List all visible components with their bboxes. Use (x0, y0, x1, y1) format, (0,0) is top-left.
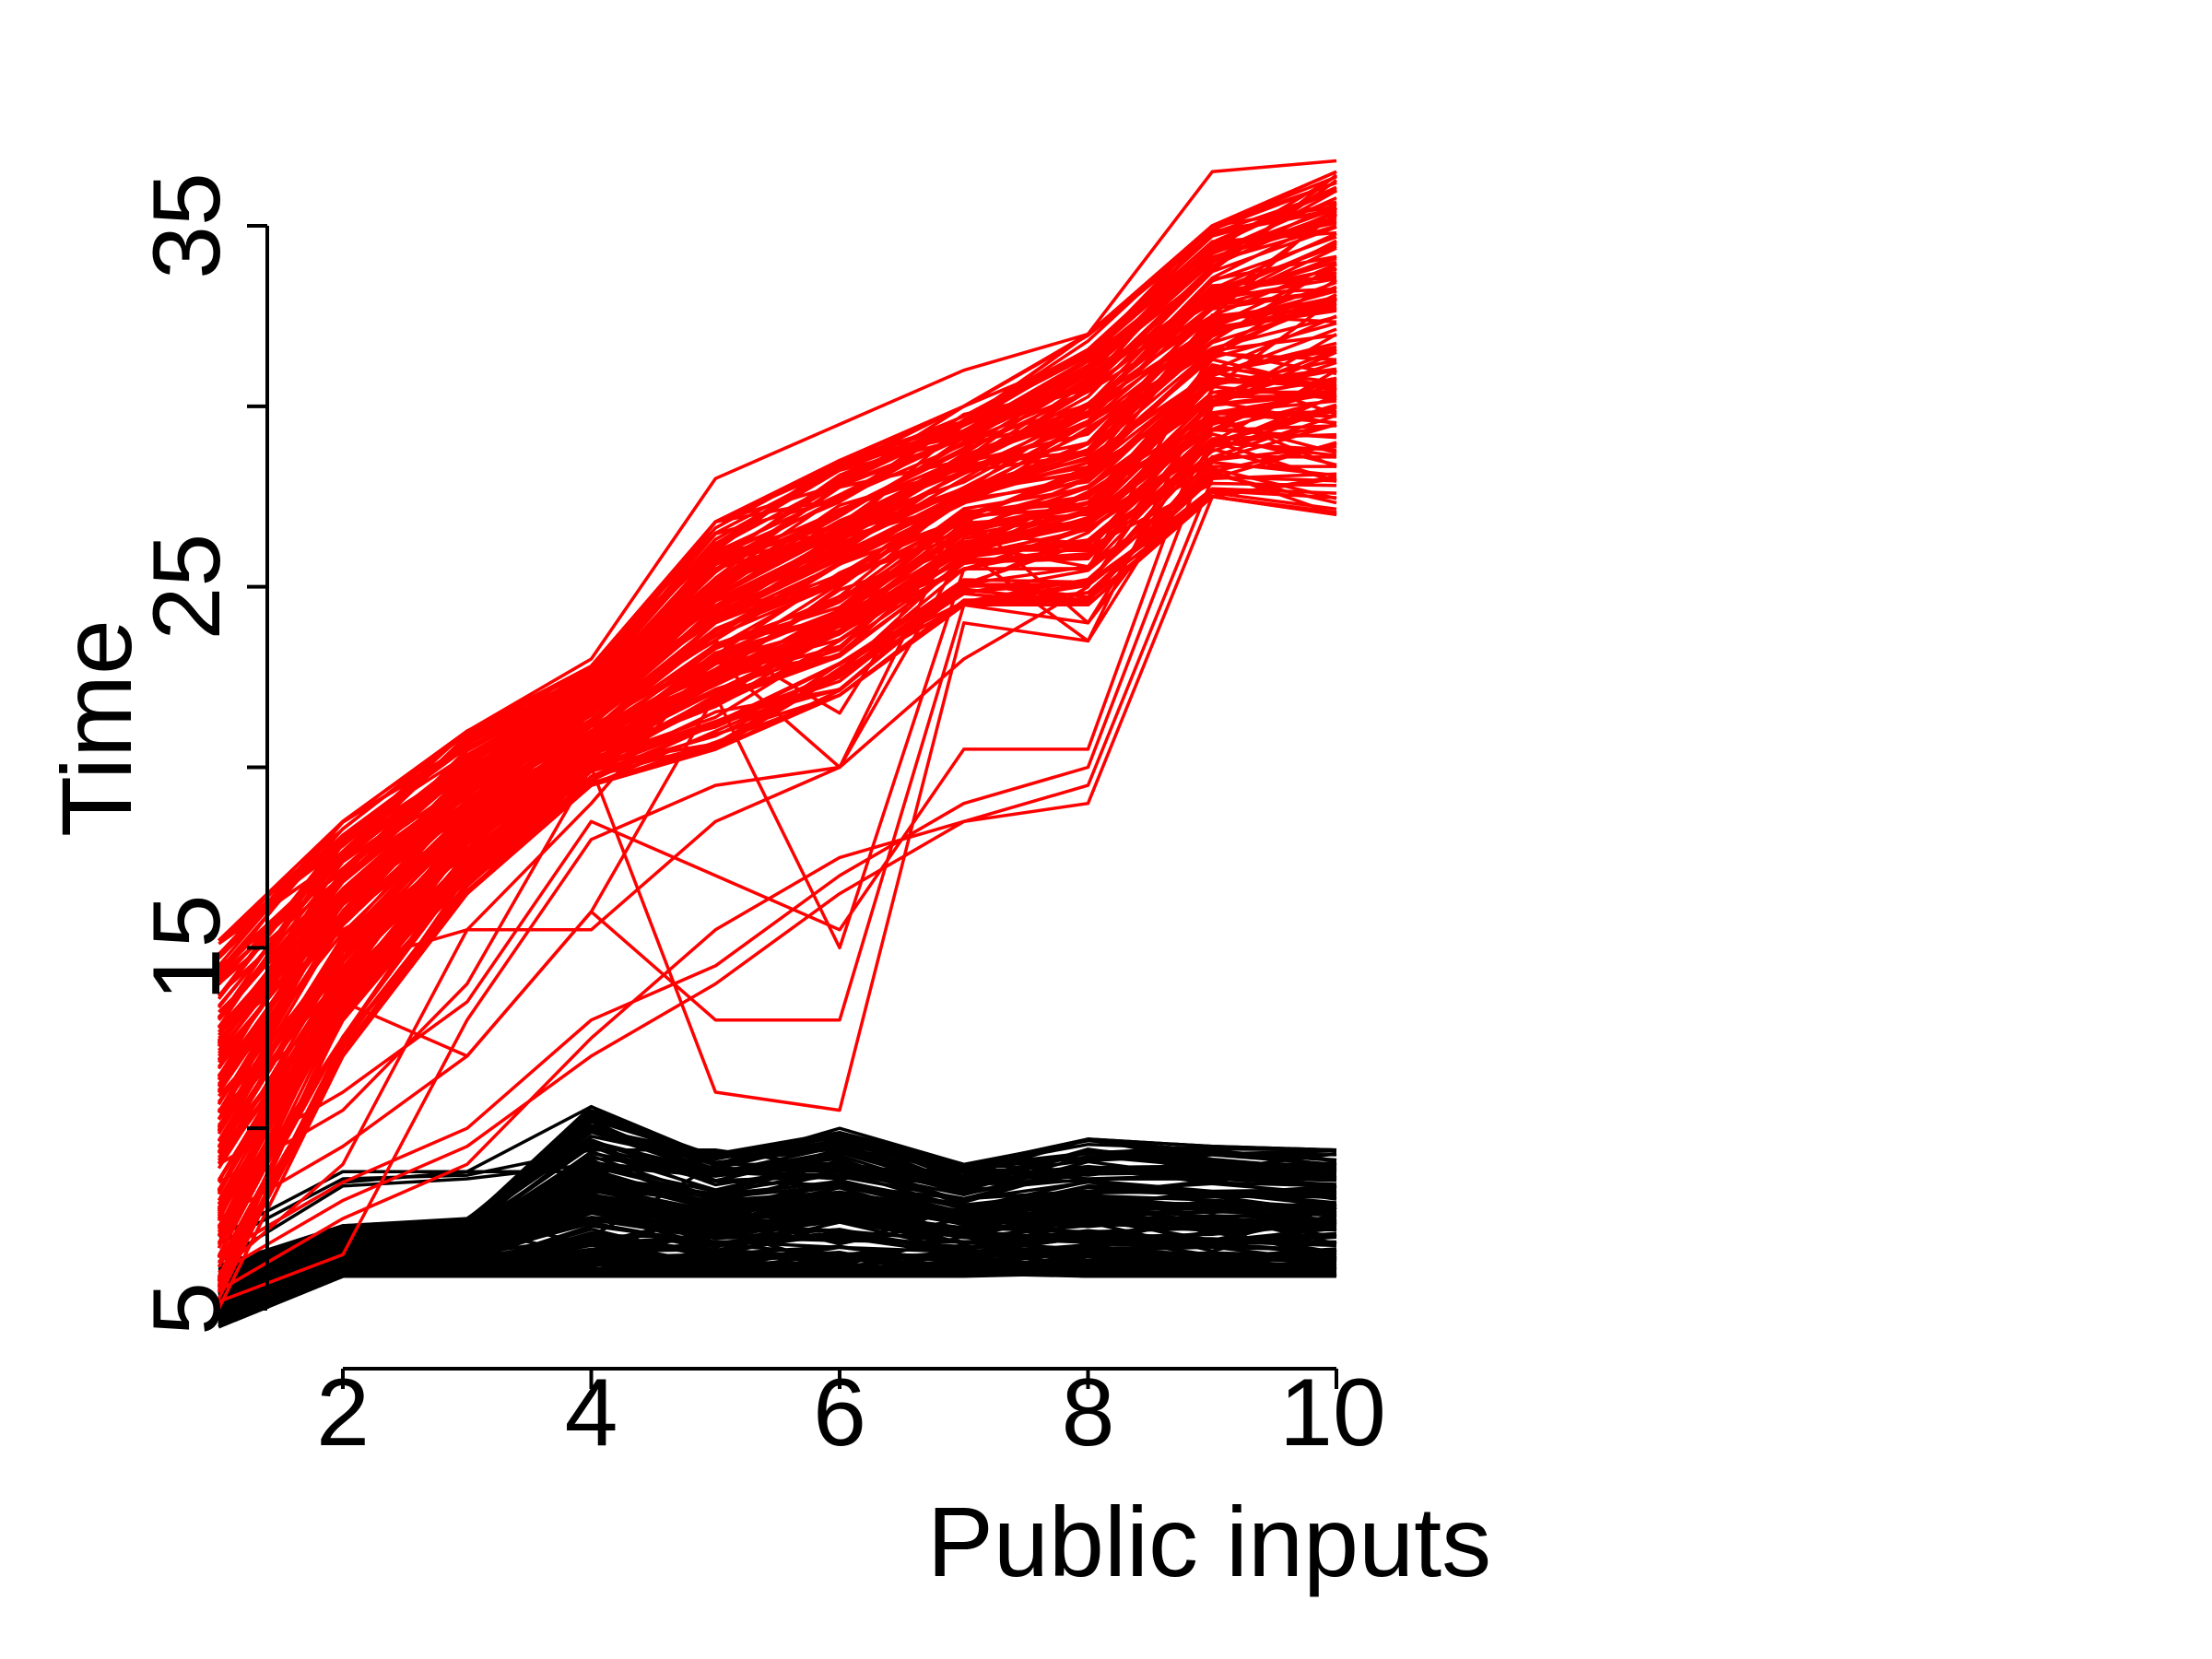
red-series-line-150 (217, 441, 1337, 1237)
x-tick-label: 10 (1279, 1359, 1386, 1466)
red-series-line-8 (218, 405, 1337, 1256)
y-axis: 5 15 25 35 (134, 172, 269, 1335)
red-series-line-153 (217, 333, 1337, 1128)
red-series-line-128 (217, 447, 1337, 1281)
y-tick-label: 35 (134, 172, 241, 279)
y-tick-label: 5 (134, 1282, 241, 1335)
black-series-line-63 (218, 1127, 1337, 1272)
x-axis-title: Public inputs (927, 1486, 1491, 1597)
red-series-line-149 (217, 388, 1337, 1219)
black-series-line-128 (218, 1124, 1337, 1275)
black-series-line-132 (218, 1130, 1337, 1270)
x-tick-label: 4 (565, 1359, 618, 1466)
red-series-line-9 (218, 441, 1337, 1275)
red-series-line-120 (217, 292, 1337, 1121)
x-axis: 2 4 6 8 10 (316, 1359, 1386, 1466)
red-series-line-133 (218, 196, 1337, 956)
red-series-line-152 (218, 217, 1337, 975)
red-series-line-10 (218, 477, 1337, 1292)
x-tick-label: 6 (813, 1359, 866, 1466)
red-series-line-140 (217, 368, 1337, 1192)
red-series-line-158 (218, 241, 1337, 997)
black-series-line-133 (218, 1118, 1337, 1281)
x-tick-label: 2 (316, 1359, 370, 1466)
black-series-line-119 (218, 1164, 1337, 1286)
red-series-line-28 (217, 380, 1337, 1161)
y-ticks: 5 15 25 35 (134, 172, 267, 1335)
red-series-line-77 (218, 207, 1337, 942)
y-tick-label: 25 (134, 534, 241, 641)
black-series-line-134 (218, 1240, 1337, 1326)
y-axis-title: Time (41, 619, 152, 837)
red-series-line-108 (217, 367, 1337, 1148)
red-series-group (217, 159, 1338, 1310)
black-series-line-139 (218, 1197, 1337, 1302)
red-series-line-160 (217, 301, 1337, 1086)
red-series-line-147 (217, 307, 1337, 1080)
black-series-line-138 (218, 1186, 1337, 1298)
red-series-line-151 (217, 423, 1337, 1220)
black-series-line-1 (218, 1271, 1336, 1318)
red-series-line-155 (217, 254, 1337, 1009)
y-tick-label: 15 (134, 894, 241, 1001)
x-ticks: 2 4 6 8 10 (316, 1359, 1386, 1466)
black-series-group (218, 1104, 1337, 1329)
black-series-line-108 (218, 1181, 1337, 1290)
red-series-line-148 (217, 254, 1337, 1019)
black-series-line-140 (218, 1229, 1337, 1314)
red-series-line-83 (217, 345, 1337, 1134)
red-series-line-157 (217, 263, 1337, 1077)
red-series-line-146 (217, 488, 1337, 1246)
red-series-line-159 (217, 351, 1337, 1113)
red-series-line-145 (217, 399, 1337, 1194)
x-tick-label: 8 (1062, 1359, 1115, 1466)
